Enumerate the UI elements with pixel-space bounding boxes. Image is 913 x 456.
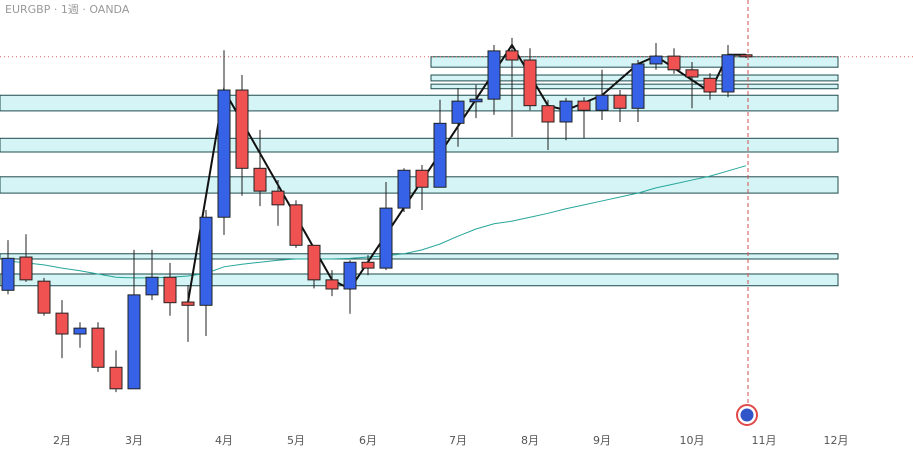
candles xyxy=(1,37,753,393)
x-tick-label: 8月 xyxy=(521,434,539,447)
x-tick-label: 6月 xyxy=(359,434,377,447)
candle-body xyxy=(235,89,249,169)
x-tick-label: 4月 xyxy=(215,434,233,447)
candle-body xyxy=(145,276,159,296)
x-tick-label: 7月 xyxy=(449,434,467,447)
candle-body xyxy=(289,204,303,246)
candle-body xyxy=(199,216,213,306)
x-tick-label: 12月 xyxy=(824,434,849,447)
candle-body xyxy=(703,77,717,93)
candle-body xyxy=(433,122,447,188)
candle-body xyxy=(91,327,105,368)
candle-body xyxy=(307,244,321,281)
candle-body xyxy=(577,100,591,111)
candle-body xyxy=(739,54,753,58)
candle-body xyxy=(19,256,33,281)
chart-title: EURGBP · 1週 · OANDA xyxy=(5,3,130,16)
x-tick-label: 11月 xyxy=(752,434,777,447)
zone xyxy=(0,137,839,153)
candle-body xyxy=(721,54,735,93)
moving-average xyxy=(7,165,747,279)
candle-body xyxy=(73,327,87,335)
candle-body xyxy=(415,169,429,188)
candle-body xyxy=(253,167,267,192)
candle-body xyxy=(685,69,699,78)
candle-body xyxy=(271,190,285,206)
candle-body xyxy=(217,89,231,218)
candle-body xyxy=(505,50,519,61)
x-tick-label: 10月 xyxy=(680,434,705,447)
candle-body xyxy=(469,98,483,103)
x-tick-label: 9月 xyxy=(593,434,611,447)
candle-body xyxy=(163,276,177,304)
candle-body xyxy=(181,301,195,306)
candle-body xyxy=(397,169,411,209)
candle-body xyxy=(379,207,393,269)
candle-body xyxy=(541,105,555,123)
event-icon-inner xyxy=(740,408,754,422)
candle-body xyxy=(649,55,663,65)
candle-body xyxy=(613,94,627,109)
zone xyxy=(0,253,839,260)
x-tick-label: 5月 xyxy=(287,434,305,447)
candle-body xyxy=(37,280,51,314)
candle-body xyxy=(523,59,537,107)
candle-body xyxy=(487,50,501,100)
candle-body xyxy=(343,261,357,290)
candle-body xyxy=(109,366,123,390)
candle-body xyxy=(595,94,609,111)
x-tick-label: 3月 xyxy=(125,434,143,447)
candle-body xyxy=(55,312,69,335)
candle-body xyxy=(667,55,681,71)
candle-body xyxy=(631,63,645,109)
candle-body xyxy=(1,257,15,291)
candle-body xyxy=(325,279,339,290)
candle-body xyxy=(451,100,465,124)
zone xyxy=(0,94,839,112)
candle-body xyxy=(361,261,375,269)
candle-body xyxy=(559,100,573,123)
zone xyxy=(0,273,839,287)
x-tick-label: 2月 xyxy=(53,434,71,447)
candle-body xyxy=(127,294,141,390)
